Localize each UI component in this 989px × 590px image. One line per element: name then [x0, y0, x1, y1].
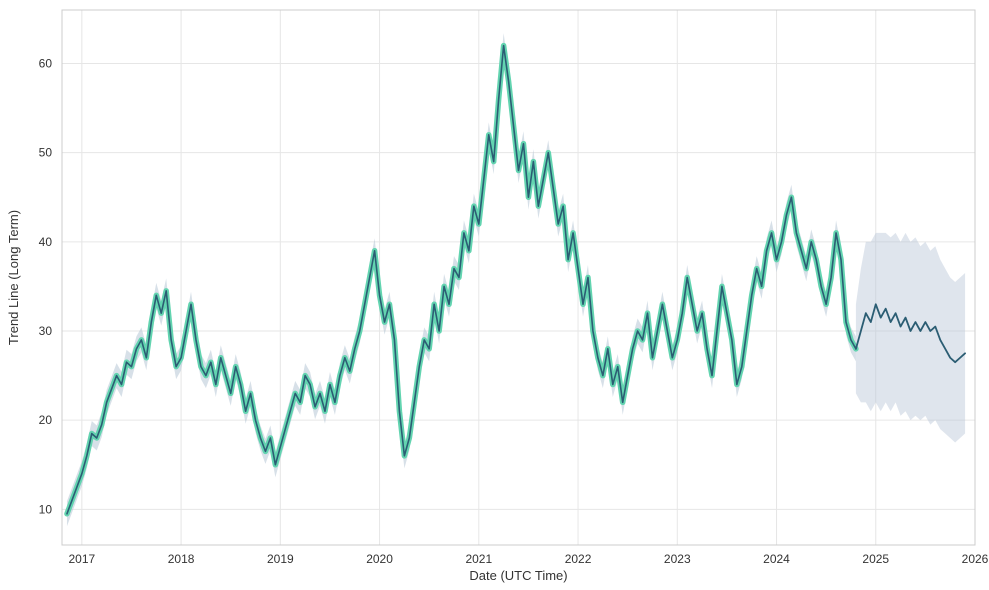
x-tick-label: 2020 [366, 552, 393, 566]
y-tick-label: 20 [39, 413, 53, 427]
chart-svg: 2017 2018 2019 2020 2021 2022 2023 2024 2025 2026… [0, 0, 989, 590]
trend-line-chart: 2017 2018 2019 2020 2021 2022 2023 2024 2025 2026… [0, 0, 989, 590]
x-tick-label: 2022 [565, 552, 592, 566]
y-tick-label: 40 [39, 235, 53, 249]
x-tick-label: 2018 [168, 552, 195, 566]
y-tick-label: 10 [39, 502, 53, 516]
y-axis-label: Trend Line (Long Term) [6, 210, 21, 345]
x-tick-label: 2025 [862, 552, 889, 566]
x-axis-label: Date (UTC Time) [469, 568, 567, 583]
x-tick-label: 2026 [962, 552, 989, 566]
x-tick-label: 2023 [664, 552, 691, 566]
x-tick-label: 2024 [763, 552, 790, 566]
x-tick-label: 2021 [465, 552, 492, 566]
y-tick-label: 30 [39, 324, 53, 338]
x-tick-label: 2017 [68, 552, 95, 566]
x-tick-label: 2019 [267, 552, 294, 566]
y-tick-label: 50 [39, 146, 53, 160]
y-tick-label: 60 [39, 57, 53, 71]
